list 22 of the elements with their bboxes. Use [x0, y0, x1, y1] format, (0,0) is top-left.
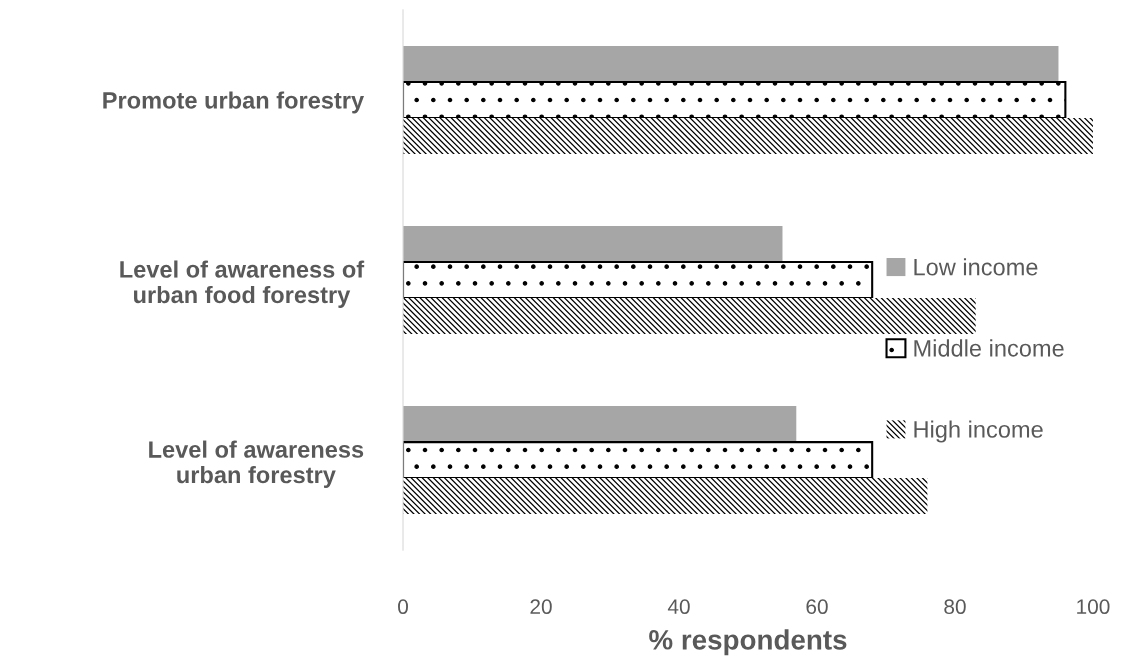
bar	[403, 117, 1093, 154]
x-tick-label: 20	[530, 599, 552, 615]
bar	[403, 260, 874, 300]
bar	[403, 441, 874, 480]
y-tick-label: Level of awareness of urban food forestry	[120, 260, 365, 308]
x-tick-label: 40	[667, 599, 690, 615]
bar	[403, 478, 928, 515]
bar	[403, 45, 1059, 82]
x-tick-label: 100	[1077, 599, 1110, 615]
bar	[403, 406, 797, 443]
y-tick-label: Promote urban forestry	[103, 91, 365, 114]
legend-label: Low income	[914, 258, 1038, 276]
legend-label: Middle income	[914, 339, 1064, 357]
x-tick-label: 0	[398, 599, 408, 615]
x-axis-title: % respondents	[649, 629, 847, 656]
x-tick-label: 60	[806, 599, 828, 615]
bar	[403, 80, 1067, 120]
legend-label: High income	[914, 420, 1043, 443]
y-tick-label: Level of awareness urban forestry	[149, 440, 364, 488]
x-tick-label: 80	[944, 599, 966, 615]
bar	[403, 226, 783, 263]
bar	[403, 298, 976, 335]
